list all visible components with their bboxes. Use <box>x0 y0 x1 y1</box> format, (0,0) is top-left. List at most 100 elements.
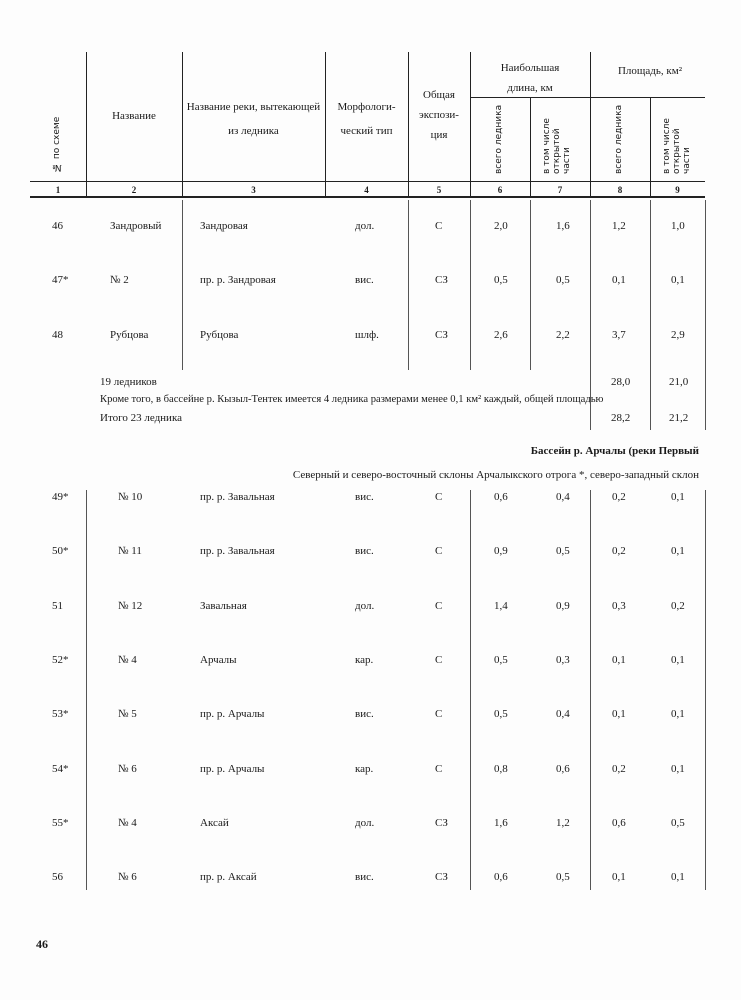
column-divider <box>86 52 87 197</box>
header-length-open: в том числе открытой части <box>542 118 572 174</box>
river-name: пр. р. Зандровая <box>200 274 276 287</box>
summary-total-area-total: 28,2 <box>611 412 631 424</box>
header-col1: № по схеме <box>52 116 62 172</box>
glacier-name: № 6 <box>118 762 137 775</box>
morph-type: вис. <box>355 274 374 287</box>
morph-type: дол. <box>355 599 375 612</box>
column-divider <box>530 200 531 370</box>
exposure: СЗ <box>435 871 448 884</box>
morph-type: вис. <box>355 871 374 884</box>
section-title: Бассейн р. Арчалы (реки Первый <box>530 445 699 457</box>
column-number: 3 <box>251 185 256 195</box>
row-number: 53* <box>52 708 69 721</box>
morph-type: кар. <box>355 653 374 666</box>
area-open: 0,1 <box>671 708 685 721</box>
length-total: 0,5 <box>494 274 508 287</box>
length-total: 1,4 <box>494 599 508 612</box>
summary-count-label: 19 ледников <box>100 376 157 388</box>
morph-type: шлф. <box>355 328 379 341</box>
summary-note: Кроме того, в бассейне р. Кызыл-Тентек и… <box>100 394 604 405</box>
area-total: 1,2 <box>612 220 626 232</box>
exposure: СЗ <box>435 816 448 829</box>
row-number: 56 <box>52 871 63 884</box>
column-divider <box>408 52 409 197</box>
glacier-name: № 4 <box>118 653 137 666</box>
length-total: 0,9 <box>494 545 508 558</box>
area-open: 0,1 <box>671 762 685 775</box>
area-total: 0,2 <box>612 491 626 503</box>
column-number: 2 <box>131 185 137 195</box>
length-open: 1,2 <box>556 816 570 829</box>
area-open: 0,1 <box>671 871 685 884</box>
river-name: Завальная <box>200 599 247 612</box>
header-bottom-rule <box>30 196 705 198</box>
row-number: 52* <box>52 653 69 666</box>
row-number: 51 <box>52 599 63 612</box>
length-total: 2,0 <box>494 220 508 232</box>
length-open: 2,2 <box>556 328 570 341</box>
area-total: 0,1 <box>612 708 626 721</box>
header-col2: Название <box>112 110 156 122</box>
summary-count-area-open: 21,0 <box>669 376 689 388</box>
area-open: 0,2 <box>671 599 685 612</box>
header-length-total: всего ледника <box>494 104 504 174</box>
column-divider <box>182 52 183 197</box>
column-divider <box>705 490 706 890</box>
length-open: 0,5 <box>556 871 570 884</box>
column-divider <box>470 200 471 370</box>
river-name: Зандровая <box>200 220 248 232</box>
column-divider <box>86 490 87 890</box>
row-number: 50* <box>52 545 69 558</box>
row-number: 48 <box>52 328 63 341</box>
exposure: С <box>435 708 443 721</box>
area-total: 0,2 <box>612 545 626 558</box>
exposure: С <box>435 762 443 775</box>
row-number: 47* <box>52 274 69 287</box>
header-length-group: Наибольшая длина, км <box>500 62 560 94</box>
river-name: пр. р. Арчалы <box>200 762 265 775</box>
length-total: 1,6 <box>494 816 508 829</box>
length-open: 0,4 <box>556 491 570 503</box>
glacier-name: № 5 <box>118 708 137 721</box>
length-total: 0,8 <box>494 762 508 775</box>
column-divider <box>590 52 591 197</box>
column-divider <box>408 200 409 370</box>
row-number: 54* <box>52 762 69 775</box>
area-open: 0,5 <box>671 816 685 829</box>
length-total: 0,6 <box>494 871 508 884</box>
column-number: 9 <box>675 185 680 195</box>
glacier-name: № 2 <box>110 274 129 287</box>
column-number: 1 <box>55 185 61 195</box>
column-divider <box>325 52 326 197</box>
row-number: 55* <box>52 816 69 829</box>
area-open: 0,1 <box>671 274 685 287</box>
length-total: 0,6 <box>494 491 508 503</box>
area-open: 0,1 <box>671 545 685 558</box>
area-total: 0,6 <box>612 816 626 829</box>
river-name: Аксай <box>200 816 229 829</box>
summary-count-area-total: 28,0 <box>611 376 631 388</box>
length-open: 0,9 <box>556 599 570 612</box>
section-subtitle: Северный и северо-восточный склоны Арчал… <box>292 469 699 481</box>
area-open: 0,1 <box>671 653 685 666</box>
header-area-group: Площадь, км² <box>617 65 682 77</box>
length-open: 0,5 <box>556 274 570 287</box>
length-total: 0,5 <box>494 653 508 666</box>
glacier-name: № 12 <box>118 599 143 612</box>
river-name: Рубцова <box>200 328 239 341</box>
column-divider <box>590 200 591 430</box>
header-area-total: всего ледника <box>614 104 624 174</box>
area-total: 3,7 <box>612 328 626 341</box>
column-divider <box>590 490 591 890</box>
length-open: 0,6 <box>556 762 570 775</box>
river-name: пр. р. Завальная <box>200 545 275 558</box>
morph-type: вис. <box>355 708 374 721</box>
column-number: 6 <box>497 185 503 195</box>
column-divider <box>705 200 706 430</box>
column-number: 4 <box>364 185 369 195</box>
exposure: С <box>435 491 443 503</box>
page-number: 46 <box>36 937 48 951</box>
row-number: 46 <box>52 220 63 232</box>
column-divider <box>182 200 183 370</box>
